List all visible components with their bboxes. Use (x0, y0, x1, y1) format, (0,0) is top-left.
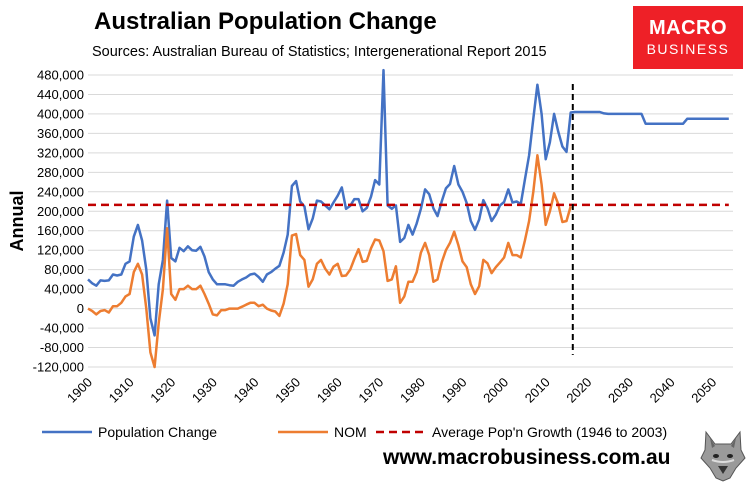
y-axis-label: Annual (7, 191, 27, 252)
x-tick-label: 1930 (189, 375, 220, 406)
x-tick-label: 1970 (355, 375, 386, 406)
y-tick-label: -120,000 (33, 360, 84, 375)
x-tick-label: 2050 (688, 375, 719, 406)
y-tick-label: 440,000 (37, 87, 84, 102)
y-tick-label: 200,000 (37, 204, 84, 219)
chart-subtitle: Sources: Australian Bureau of Statistics… (92, 44, 547, 60)
y-tick-labels: -120,000 -80,000 -40,000 0 40,000 80,000 120,0… (33, 68, 84, 375)
x-tick-label: 1960 (314, 375, 345, 406)
y-tick-label: 240,000 (37, 184, 84, 199)
y-tick-label: 160,000 (37, 223, 84, 238)
x-tick-label: 1920 (147, 375, 178, 406)
x-tick-label: 2040 (647, 375, 678, 406)
macrobusiness-logo: MACRO BUSINESS (633, 6, 743, 69)
x-tick-label: 1950 (272, 375, 303, 406)
series-line-population-change (87, 68, 729, 337)
x-tick-labels: 1900 1910 1920 1930 1940 1950 1960 1970 1980 1990… (64, 375, 719, 406)
x-tick-label: 2000 (480, 375, 511, 406)
y-tick-label: 40,000 (44, 282, 84, 297)
x-tick-label: 2010 (522, 375, 553, 406)
y-tick-label: 360,000 (37, 126, 84, 141)
x-tick-label: 1900 (64, 375, 95, 406)
y-tick-label: 320,000 (37, 145, 84, 160)
grid-layer (88, 74, 733, 368)
x-tick-label: 1990 (439, 375, 470, 406)
chart-title: Australian Population Change (94, 8, 437, 35)
y-tick-label: -40,000 (40, 321, 84, 336)
x-tick-label: 2020 (563, 375, 594, 406)
y-tick-label: 80,000 (44, 262, 84, 277)
legend: Population Change NOM Average Pop'n Growth… (42, 424, 667, 440)
y-tick-label: 0 (77, 301, 84, 316)
x-tick-label: 1940 (231, 375, 262, 406)
logo-line1: MACRO (648, 17, 728, 39)
y-tick-label: 400,000 (37, 106, 84, 121)
x-tick-label: 2030 (605, 375, 636, 406)
y-tick-label: 120,000 (37, 243, 84, 258)
y-tick-label: -80,000 (40, 340, 84, 355)
logo-line2: BUSINESS (646, 41, 730, 57)
series-layer (87, 68, 729, 369)
x-tick-label: 1980 (397, 375, 428, 406)
wolf-mascot-icon (700, 430, 746, 482)
x-tick-label: 1910 (106, 375, 137, 406)
y-tick-label: 480,000 (37, 68, 84, 83)
legend-label-average-pop-n-growth-1946-to-2003: Average Pop'n Growth (1946 to 2003) (432, 424, 667, 440)
legend-label-population-change: Population Change (98, 424, 217, 440)
footer-url: www.macrobusiness.com.au (383, 446, 671, 469)
y-tick-label: 280,000 (37, 165, 84, 180)
series-line-nom (87, 154, 572, 369)
legend-label-nom: NOM (334, 424, 367, 440)
